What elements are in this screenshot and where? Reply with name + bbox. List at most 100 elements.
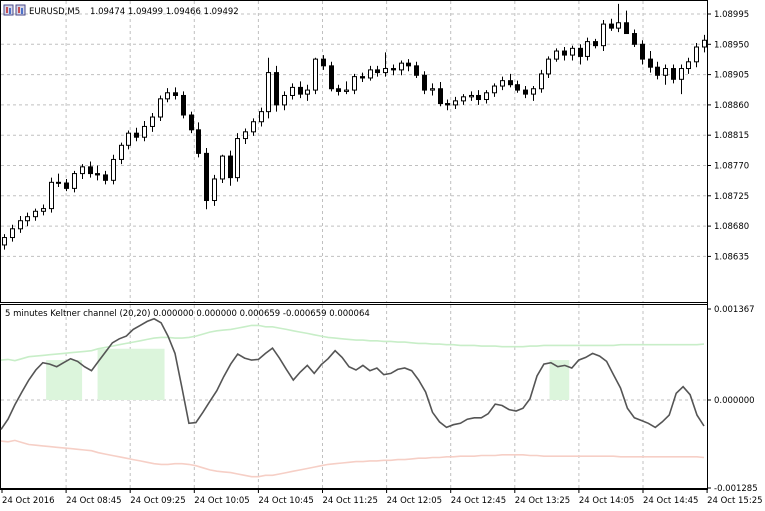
osc-tick-label: -0.001285 <box>714 484 758 494</box>
band-fill-area <box>549 360 570 400</box>
price-tick-label: 1.08815 <box>714 131 749 141</box>
candle-body-bull <box>453 100 458 106</box>
candle-body-bull <box>484 92 489 101</box>
time-tick-label: 24 Oct 10:05 <box>194 496 249 506</box>
candle-body-bull <box>33 210 38 218</box>
candle-body-bear <box>204 152 209 202</box>
candle-body-bull <box>313 58 318 91</box>
price-tick-label: 1.08635 <box>714 252 749 262</box>
time-tick-label: 24 Oct 13:25 <box>515 496 570 506</box>
candle-body-bull <box>220 155 225 180</box>
candle-body-bull <box>212 178 217 202</box>
candle-body-bull <box>25 216 30 222</box>
chart-window-icon[interactable] <box>3 4 26 16</box>
candle-body-bear <box>476 94 481 101</box>
candle-body-bear <box>640 43 645 60</box>
candle-body-bear <box>508 80 513 86</box>
time-tick-label: 24 Oct 09:25 <box>130 496 185 506</box>
candle-body-bear <box>671 68 676 80</box>
candle-body-bull <box>165 92 170 100</box>
candle-body-bear <box>414 65 419 76</box>
candles <box>2 3 707 250</box>
candle-body-bull <box>492 85 497 94</box>
candle-body-bear <box>228 155 233 179</box>
candle-body-bear <box>562 50 567 56</box>
candle-body-bull <box>80 166 85 175</box>
time-tick-label: 24 Oct 08:45 <box>66 496 121 506</box>
candle-body-bull <box>243 131 248 140</box>
candle-body-bull <box>2 237 7 246</box>
candle-body-bull <box>142 125 147 138</box>
candle-body-bull <box>119 144 124 160</box>
axis-labels: 1.08995 1.08950 1.08905 1.08860 1.08815 1.087… <box>2 10 763 506</box>
candle-body-bear <box>103 174 108 181</box>
candle-body-bear <box>88 166 93 175</box>
band-fill-area <box>97 348 165 400</box>
candle-body-bear <box>438 88 443 105</box>
candle-body-bear <box>523 89 528 95</box>
candle-body-bull <box>616 22 621 29</box>
candle-body-bear <box>56 181 61 184</box>
candle-body-bear <box>95 173 100 176</box>
oscillator-line <box>0 317 705 430</box>
price-tick-label: 1.08860 <box>714 101 749 111</box>
candle-body-bull <box>235 138 240 179</box>
candle-body-bear <box>196 129 201 154</box>
candle-body-bull <box>158 98 163 118</box>
candle-body-bull <box>352 76 357 91</box>
lower-band-line <box>0 439 705 478</box>
candle-body-bear <box>173 92 178 96</box>
time-tick-label: 24 Oct 15:25 <box>707 496 762 506</box>
candle-body-bear <box>360 76 365 79</box>
candle-body-bear <box>609 23 614 29</box>
upper-band-line <box>0 324 705 362</box>
candle-body-bull <box>41 208 46 212</box>
time-tick-label: 24 Oct 12:05 <box>387 496 442 506</box>
candle-body-bull <box>430 88 435 91</box>
time-tick-label: 24 Oct 11:25 <box>323 496 378 506</box>
candle-body-bear <box>422 74 427 91</box>
indicator-title: 5 minutes Keltner channel (20,20) 0.0000… <box>5 309 370 319</box>
oscillator-line-group <box>0 317 705 430</box>
time-tick-label: 24 Oct 14:45 <box>643 496 698 506</box>
candle-body-bear <box>578 47 583 57</box>
candle-body-bear <box>329 65 334 90</box>
candle-body-bull <box>461 96 466 102</box>
candle-body-bull <box>344 89 349 92</box>
candle-body-bull <box>72 173 77 189</box>
time-tick-label: 24 Oct 2016 <box>2 496 55 506</box>
candle-body-bull <box>150 116 155 127</box>
candle-body-bull <box>368 69 373 79</box>
price-tick-label: 1.08680 <box>714 222 749 232</box>
candle-body-bull <box>531 88 536 95</box>
price-tick-label: 1.08950 <box>714 40 749 50</box>
candle-body-bull <box>546 58 551 75</box>
candle-body-bear <box>336 88 341 92</box>
candle-body-bull <box>111 158 116 181</box>
candle-body-bear <box>445 103 450 106</box>
candle-body-bull <box>383 68 388 74</box>
candle-body-bull <box>539 73 544 90</box>
candle-body-bear <box>181 94 186 116</box>
time-tick-label: 24 Oct 12:45 <box>451 496 506 506</box>
candle-body-bull <box>469 94 474 98</box>
ohlc-values: 1.09474 1.09499 1.09466 1.09492 <box>90 7 239 17</box>
band-fill-areas <box>46 348 570 400</box>
candle-body-bull <box>259 111 264 123</box>
candle-body-bear <box>321 58 326 67</box>
candle-body-bull <box>554 50 559 60</box>
time-tick-label: 24 Oct 10:45 <box>258 496 313 506</box>
osc-tick-label: 0.001367 <box>714 305 755 315</box>
candle-body-bear <box>593 41 598 47</box>
band-fill-area <box>46 360 83 400</box>
candle-body-bull <box>585 41 590 57</box>
candle-body-bear <box>64 182 69 189</box>
candle-body-bull <box>570 47 575 56</box>
keltner-bands <box>0 324 705 478</box>
candle-body-bull <box>399 62 404 71</box>
candle-body-bear <box>515 84 520 91</box>
osc-tick-label: 0.000000 <box>714 396 755 406</box>
candle-body-bull <box>694 46 699 63</box>
candle-body-bull <box>702 39 707 48</box>
